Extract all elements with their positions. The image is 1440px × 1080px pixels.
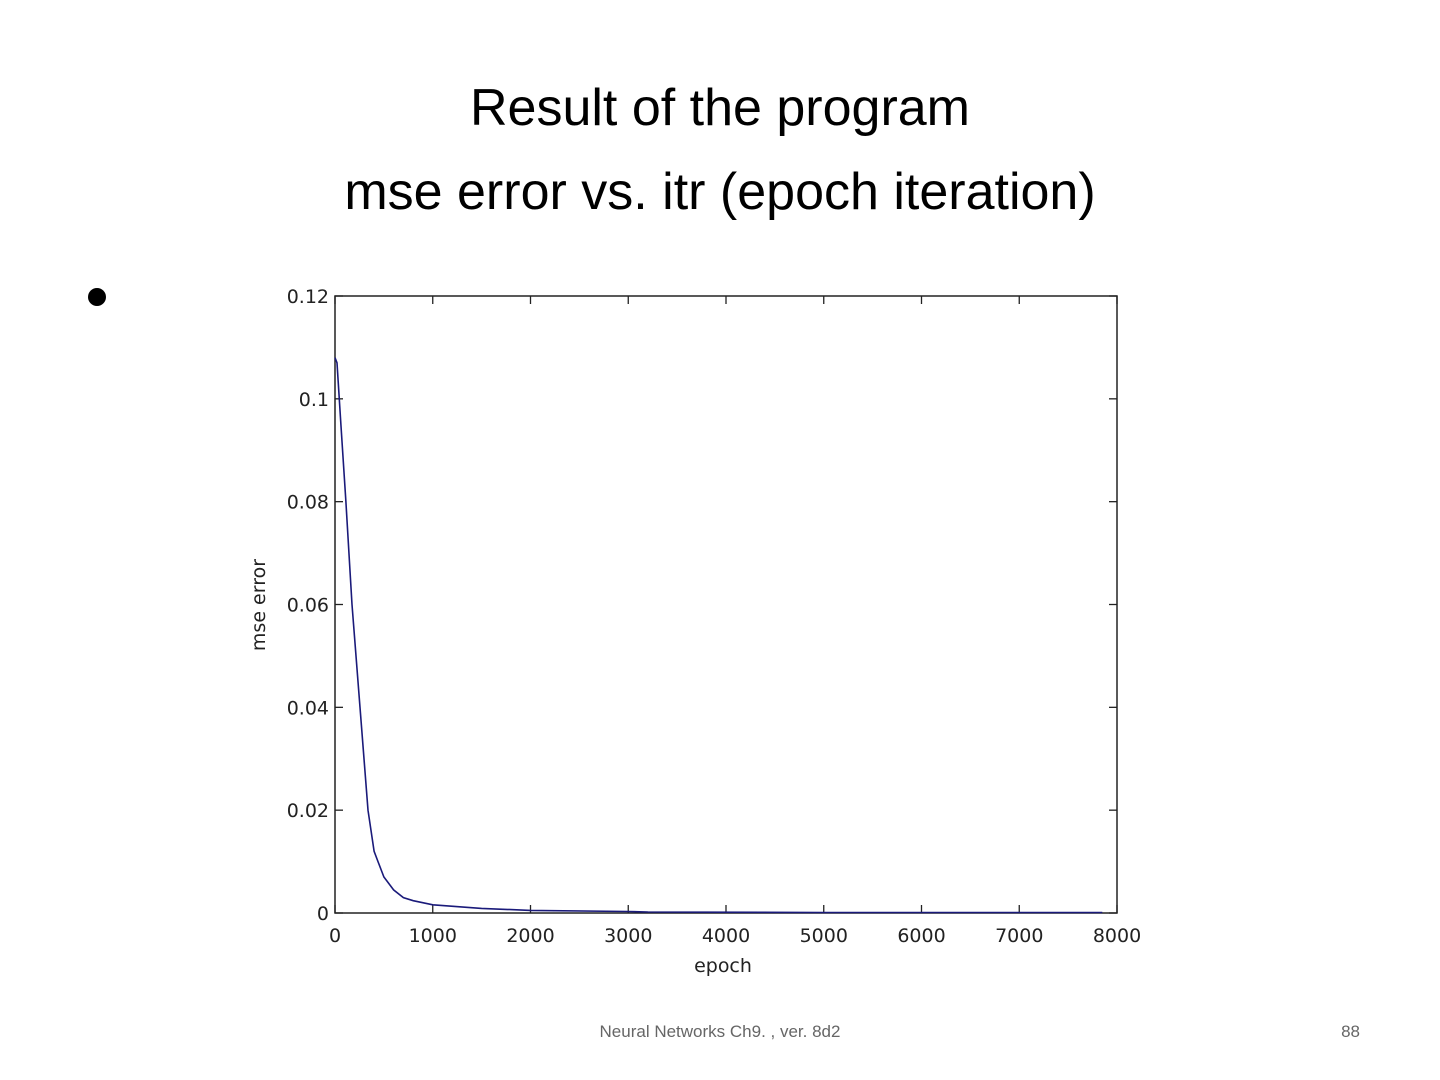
x-tick-label: 6000 [897,925,945,947]
plot-area [334,295,1118,914]
page-number: 88 [1341,1022,1360,1041]
x-tick-label: 2000 [506,925,554,947]
y-tick-label: 0.04 [287,697,329,719]
x-tick-label: 0 [329,925,341,947]
title-line-2: mse error vs. itr (epoch iteration) [344,163,1096,221]
slide-footer: Neural Networks Ch9. , ver. 8d2 [599,1022,841,1041]
title-line-1: Result of the program [469,79,971,137]
x-tick-label: 7000 [995,925,1043,947]
x-tick-label: 3000 [604,925,652,947]
y-tick-label: 0.08 [287,492,329,514]
x-tick-label: 8000 [1093,925,1141,947]
bullet-point [88,288,106,306]
y-tick-label: 0.1 [299,389,329,411]
x-axis-label: epoch [694,955,752,977]
slide-title: Result of the program mse error vs. itr … [0,66,1440,234]
x-tick-label: 4000 [702,925,750,947]
x-tick-label: 5000 [800,925,848,947]
series-line-mse [334,357,1103,914]
y-tick-label: 0 [317,903,329,925]
y-tick-label: 0.02 [287,800,329,822]
y-tick-label: 0.06 [287,595,329,617]
y-tick-label: 0.12 [287,286,329,308]
y-axis-label: mse error [248,559,270,651]
x-tick-label: 1000 [409,925,457,947]
